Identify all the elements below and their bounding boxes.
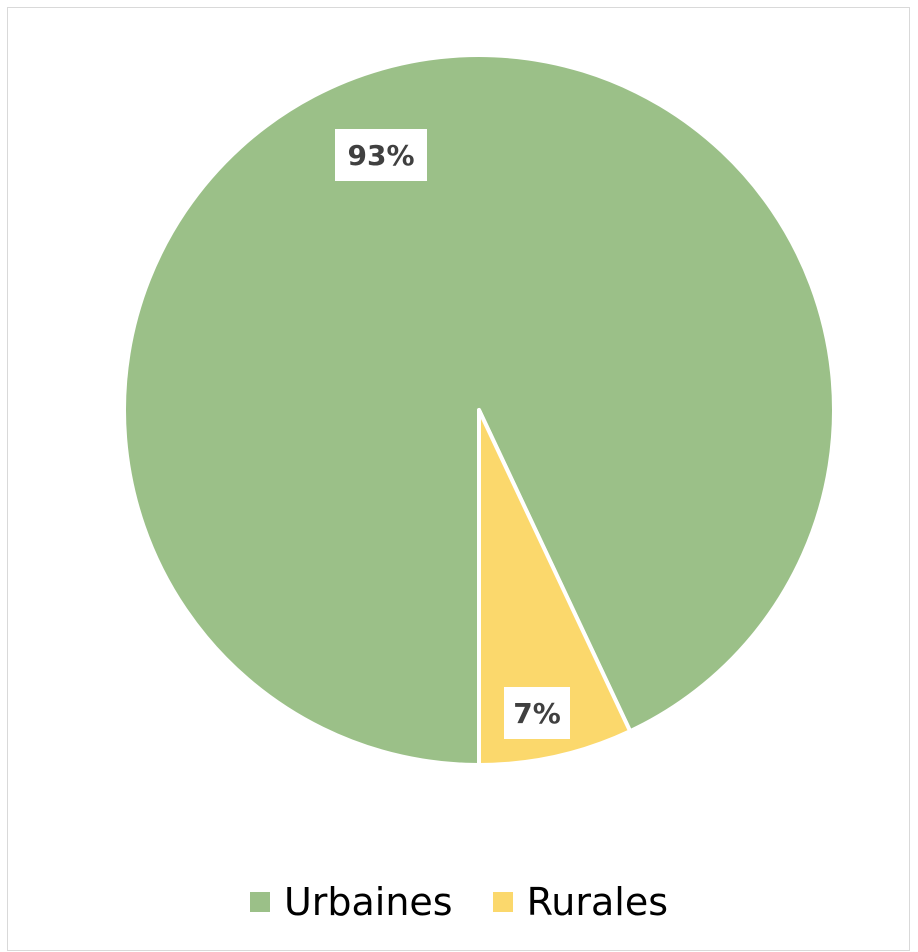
pie-chart: 93% 7% (122, 53, 836, 767)
data-label-box-rurales (504, 687, 570, 739)
legend-swatch-rurales (492, 892, 513, 912)
legend: Urbaines Rurales (0, 880, 918, 924)
legend-item-urbaines: Urbaines (249, 880, 453, 924)
data-label-urbaines: 93% (347, 139, 414, 172)
legend-swatch-urbaines (249, 892, 270, 912)
pie-data-labels: 93% 7% (335, 129, 570, 739)
pie-slice-urbaines (122, 53, 836, 767)
data-label-rurales: 7% (513, 697, 561, 730)
data-label-box-urbaines (335, 129, 427, 181)
legend-item-rurales: Rurales (492, 880, 669, 924)
pie-slice-rurales (477, 408, 633, 767)
legend-label-urbaines: Urbaines (283, 880, 453, 924)
legend-label-rurales: Rurales (526, 880, 669, 924)
pie-slices (122, 53, 836, 767)
